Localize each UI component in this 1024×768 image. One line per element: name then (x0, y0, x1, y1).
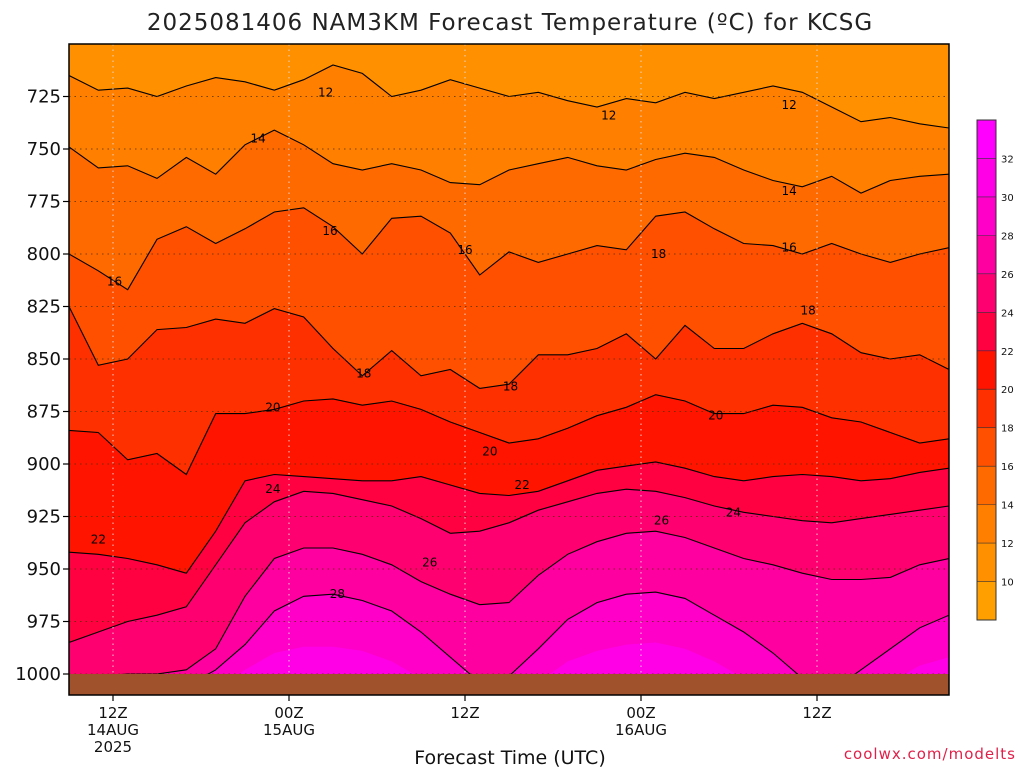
colorbar-swatch (977, 389, 996, 429)
contour-label: 18 (356, 367, 371, 381)
y-tick-label: 950 (27, 559, 61, 580)
plot-area: 12 12 12 14 14 16 16 16 16 18 18 18 18 20 20 20 22 22 24 24… (68, 43, 950, 696)
colorbar-swatch (977, 312, 996, 352)
colorbar-label: 20 (1001, 385, 1014, 396)
colorbar-frame (976, 119, 997, 621)
y-tick-label: 975 (27, 612, 61, 633)
y-tick-label: 1000 (15, 664, 61, 685)
contour-label: 24 (726, 505, 741, 519)
colorbar: 10 12 14 16 18 20 22 24 26 28 30 32 (976, 119, 1014, 621)
contour-label: 26 (654, 514, 669, 528)
colorbar-swatch (977, 427, 996, 467)
contour-18 (69, 306, 949, 389)
contour-label: 20 (708, 409, 723, 423)
contour-label: 16 (781, 241, 796, 255)
x-tick-label: 12Z (98, 704, 127, 722)
contour-20 (69, 394, 949, 476)
colorbar-label: 28 (1001, 231, 1014, 242)
contour-14 (69, 129, 949, 194)
colorbar-label: 14 (1001, 501, 1014, 512)
ground-band (69, 674, 949, 695)
colorbar-label: 10 (1001, 578, 1014, 589)
x-tick-label: 14AUG (87, 721, 139, 739)
contour-label: 18 (801, 304, 816, 318)
contour-label: 20 (482, 444, 497, 458)
colorbar-swatch (977, 158, 996, 198)
contour-label: 12 (318, 85, 333, 99)
x-tick-label: 12Z (802, 704, 831, 722)
x-axis-label: Forecast Time (UTC) (414, 747, 605, 768)
colorbar-swatch (977, 196, 996, 236)
y-tick-label: 825 (27, 297, 61, 318)
grid-lines (69, 44, 949, 695)
chart-title: 2025081406 NAM3KM Forecast Temperature (… (147, 10, 873, 36)
y-tick-label: 800 (27, 244, 61, 265)
x-tick-label: 00Z (626, 704, 655, 722)
contour-label: 18 (503, 379, 518, 393)
colorbar-swatch (977, 581, 996, 621)
y-axis: 725 750 775 800 825 850 875 900 925 950 975 1000 (15, 87, 69, 685)
colorbar-label: 24 (1001, 308, 1014, 319)
contour-22 (69, 461, 949, 574)
ground-surface (69, 674, 949, 695)
contour-24 (69, 488, 949, 644)
temperature-fills (69, 44, 949, 695)
contour-label: 22 (91, 533, 106, 547)
colorbar-swatch (977, 273, 996, 313)
colorbar-label: 22 (1001, 347, 1014, 358)
contour-16 (69, 207, 949, 291)
colorbar-swatch (977, 235, 996, 275)
contour-label: 16 (107, 274, 122, 288)
colorbar-label: 26 (1001, 270, 1014, 281)
contour-label: 14 (251, 132, 266, 146)
contour-label: 12 (781, 98, 796, 112)
colorbar-swatch (977, 543, 996, 583)
colorbar-label: 16 (1001, 462, 1014, 473)
y-tick-label: 750 (27, 139, 61, 160)
colorbar-label: 30 (1001, 193, 1014, 204)
x-tick-label: 2025 (94, 738, 132, 756)
contour-label: 28 (330, 587, 345, 601)
contour-label: 26 (422, 556, 437, 570)
y-tick-label: 875 (27, 402, 61, 423)
contour-label: 22 (515, 478, 530, 492)
x-tick-label: 12Z (450, 704, 479, 722)
contour-label: 20 (265, 400, 280, 414)
contour-label: 24 (265, 482, 280, 496)
contour-label: 18 (651, 247, 666, 261)
colorbar-swatch (977, 350, 996, 390)
colorbar-label: 18 (1001, 424, 1014, 435)
contour-label: 16 (457, 243, 472, 257)
plot-frame (68, 43, 950, 696)
x-tick-label: 00Z (274, 704, 303, 722)
colorbar-label: 12 (1001, 539, 1014, 550)
colorbar-label: 32 (1001, 154, 1014, 165)
y-tick-label: 850 (27, 349, 61, 370)
colorbar-swatch (977, 120, 996, 159)
colorbar-swatch (977, 466, 996, 506)
colorbar-swatch (977, 504, 996, 544)
credit-text: coolwx.com/modelts (844, 745, 1016, 763)
y-tick-label: 925 (27, 507, 61, 528)
contour-lines (69, 64, 949, 695)
y-tick-label: 725 (27, 87, 61, 108)
contour-label: 12 (601, 108, 616, 122)
contour-labels: 12 12 12 14 14 16 16 16 16 18 18 18 18 20 20 20 22 22 24 24… (91, 85, 816, 601)
contour-26 (69, 530, 949, 679)
x-tick-label: 15AUG (263, 721, 315, 739)
contour-label: 16 (322, 224, 337, 238)
y-tick-label: 900 (27, 454, 61, 475)
x-tick-label: 16AUG (615, 721, 667, 739)
y-tick-label: 775 (27, 192, 61, 213)
contour-label: 14 (781, 184, 796, 198)
